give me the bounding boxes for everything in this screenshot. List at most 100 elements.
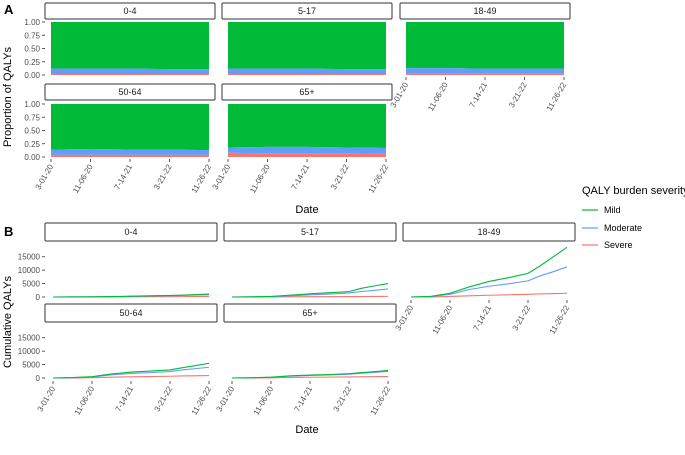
panel-b-ylabel: Cumulative QALYs — [2, 275, 14, 368]
b-50-64-xtick-label-4: 11-26-22 — [190, 384, 214, 416]
b-65plus-xtick-label-0: 3-01-20 — [215, 384, 237, 413]
a-18-49-area-severe — [406, 73, 564, 75]
b-18-49-xtick-label-2: 7-14-21 — [472, 303, 494, 332]
a-0-4-strip-label: 0-4 — [123, 6, 136, 16]
b-50-64-ytick-label-0: 0 — [36, 374, 41, 383]
a-5-17-strip-label: 5-17 — [298, 6, 316, 16]
b-5-17-line-moderate — [231, 288, 389, 298]
b-18-49-line-moderate — [410, 266, 568, 298]
b-65plus-strip-label: 65+ — [302, 308, 317, 318]
a-0-4-ytick-label-0: 0.00 — [24, 71, 40, 80]
b-65plus-xtick-label-1: 11-06-20 — [252, 384, 276, 416]
b-18-49-line-severe — [410, 292, 568, 298]
a-18-49-xtick-label-4: 11-26-22 — [545, 80, 569, 112]
a-65plus-xtick-label-1: 11-06-20 — [248, 162, 272, 194]
b-65plus-xtick-label-2: 7-14-21 — [293, 384, 315, 413]
b-18-49-strip-label: 18-49 — [477, 227, 500, 237]
b-0-4-line-mild — [52, 293, 210, 298]
a-65plus-area-moderate — [228, 146, 386, 154]
a-0-4-ytick-label-2: 0.50 — [24, 45, 40, 54]
b-50-64-xtick-label-3: 3-21-22 — [153, 384, 175, 413]
b-50-64-strip-label: 50-64 — [119, 308, 142, 318]
legend-title: QALY burden severity — [582, 185, 685, 197]
a-50-64-ytick-label-0: 0.00 — [24, 153, 40, 162]
a-50-64-xtick-label-3: 3-21-22 — [152, 162, 174, 191]
a-50-64-area-severe — [51, 154, 209, 157]
b-50-64-xtick-label-1: 11-06-20 — [73, 384, 97, 416]
a-50-64-xtick-label-1: 11-06-20 — [71, 162, 95, 194]
a-18-49-strip-label: 18-49 — [473, 6, 496, 16]
a-18-49-xtick-label-1: 11-06-20 — [426, 80, 450, 112]
b-18-49-strip — [402, 222, 576, 242]
b-0-4-ytick-label-3: 15000 — [18, 253, 41, 262]
a-5-17-strip — [221, 2, 393, 20]
a-65plus-xtick-label-4: 11-26-22 — [367, 162, 391, 194]
a-65plus-xtick-label-3: 3-21-22 — [329, 162, 351, 191]
a-50-64-ytick-label-1: 0.25 — [24, 140, 40, 149]
b-0-4-strip — [44, 222, 218, 242]
b-50-64-line-mild — [52, 362, 210, 379]
b-50-64-xtick-label-2: 7-14-21 — [114, 384, 136, 413]
b-65plus-line-mild — [231, 369, 389, 379]
panel-b-letter: B — [4, 224, 13, 239]
a-50-64-ytick-label-4: 1.00 — [24, 100, 40, 109]
a-50-64-ytick-label-3: 0.75 — [24, 113, 40, 122]
a-18-49-xtick-label-2: 7-14-21 — [468, 80, 490, 109]
a-5-17-area-severe — [228, 73, 386, 75]
legend-label-moderate: Moderate — [604, 223, 642, 233]
panels: 0-40.000.250.500.751.005-17 18-493-01-20 1… — [18, 2, 576, 417]
a-18-49-area-mild — [406, 22, 564, 69]
a-65plus-strip — [221, 83, 393, 101]
a-50-64-strip — [44, 83, 216, 101]
b-0-4-strip-label: 0-4 — [124, 227, 137, 237]
b-18-49-line-mild — [410, 246, 568, 298]
b-0-4-ytick-label-1: 5000 — [22, 280, 40, 289]
a-65plus-area-severe — [228, 152, 386, 157]
a-5-17-area-mild — [228, 22, 386, 70]
a-50-64-xtick-label-4: 11-26-22 — [190, 162, 214, 194]
a-0-4-ytick-label-4: 1.00 — [24, 18, 40, 27]
a-0-4-strip — [44, 2, 216, 20]
a-0-4-ytick-label-3: 0.75 — [24, 31, 40, 40]
b-50-64-ytick-label-3: 15000 — [18, 334, 41, 343]
b-5-17-line-mild — [231, 283, 389, 298]
a-65plus-area-mild — [228, 104, 386, 148]
a-0-4-area-mild — [51, 22, 209, 70]
b-50-64-strip — [44, 303, 218, 323]
a-18-49-area-moderate — [406, 68, 564, 74]
a-65plus-strip-label: 65+ — [299, 87, 314, 97]
a-5-17-area-moderate — [228, 68, 386, 74]
panel-a-xlabel: Date — [295, 204, 318, 216]
panel-a-letter: A — [4, 2, 14, 17]
panel-a-ylabel: Proportion of QALYs — [2, 46, 14, 147]
a-18-49-xtick-label-3: 3-21-22 — [507, 80, 529, 109]
a-0-4-ytick-label-1: 0.25 — [24, 58, 40, 67]
b-18-49-xtick-label-0: 3-01-20 — [394, 303, 416, 332]
b-5-17-strip-label: 5-17 — [301, 227, 319, 237]
b-65plus-strip — [223, 303, 397, 323]
legend-label-mild: Mild — [604, 205, 621, 215]
b-18-49-xtick-label-3: 3-21-22 — [511, 303, 533, 332]
legend: QALY burden severity Mild Moderate Sever… — [582, 185, 685, 250]
b-0-4-ytick-label-0: 0 — [36, 293, 41, 302]
a-50-64-area-moderate — [51, 149, 209, 155]
a-50-64-ytick-label-2: 0.50 — [24, 127, 40, 136]
a-65plus-xtick-label-2: 7-14-21 — [290, 162, 312, 191]
b-65plus-xtick-label-3: 3-21-22 — [332, 384, 354, 413]
panel-b-xlabel: Date — [295, 424, 318, 436]
a-18-49-strip — [399, 2, 571, 20]
legend-label-severe: Severe — [604, 240, 633, 250]
b-50-64-xtick-label-0: 3-01-20 — [36, 384, 58, 413]
a-50-64-strip-label: 50-64 — [118, 87, 141, 97]
a-0-4-area-moderate — [51, 68, 209, 74]
b-50-64-ytick-label-2: 10000 — [18, 347, 41, 356]
a-50-64-xtick-label-2: 7-14-21 — [113, 162, 135, 191]
b-65plus-xtick-label-4: 11-26-22 — [369, 384, 393, 416]
b-5-17-strip — [223, 222, 397, 242]
a-0-4-area-severe — [51, 73, 209, 75]
b-18-49-xtick-label-4: 11-26-22 — [548, 303, 572, 335]
a-50-64-xtick-label-0: 3-01-20 — [34, 162, 56, 191]
a-50-64-area-mild — [51, 104, 209, 151]
b-50-64-ytick-label-1: 5000 — [22, 361, 40, 370]
